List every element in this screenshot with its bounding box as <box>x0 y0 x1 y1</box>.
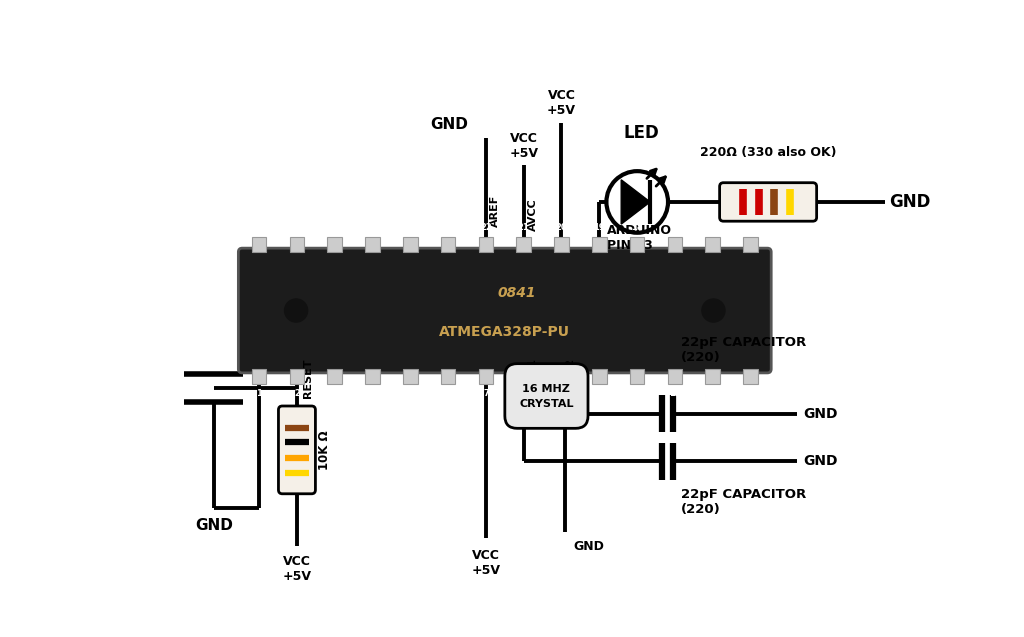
FancyBboxPatch shape <box>290 369 304 385</box>
Text: 22pF CAPACITOR
(220): 22pF CAPACITOR (220) <box>681 487 806 515</box>
FancyBboxPatch shape <box>279 406 315 494</box>
Text: 4: 4 <box>370 389 376 398</box>
FancyBboxPatch shape <box>252 369 266 385</box>
Text: 26: 26 <box>329 223 341 232</box>
FancyBboxPatch shape <box>239 248 771 373</box>
FancyBboxPatch shape <box>668 236 682 252</box>
FancyBboxPatch shape <box>668 369 682 385</box>
FancyBboxPatch shape <box>630 236 644 252</box>
Text: 22pF CAPACITOR
(220): 22pF CAPACITOR (220) <box>681 336 806 364</box>
Text: AREF: AREF <box>489 195 500 227</box>
Text: 24: 24 <box>404 223 416 232</box>
Text: 15: 15 <box>744 223 757 232</box>
Text: 16 MHZ: 16 MHZ <box>522 384 570 394</box>
FancyBboxPatch shape <box>630 369 644 385</box>
Text: GND: GND <box>803 454 838 468</box>
Text: RESET: RESET <box>303 359 313 398</box>
Text: VCC
+5V: VCC +5V <box>547 89 575 117</box>
Text: VCC
+5V: VCC +5V <box>471 549 501 577</box>
Text: 13: 13 <box>707 389 719 398</box>
FancyBboxPatch shape <box>743 236 758 252</box>
Text: 9: 9 <box>558 389 564 398</box>
Circle shape <box>701 299 725 322</box>
Text: 14: 14 <box>744 389 757 398</box>
FancyBboxPatch shape <box>252 236 266 252</box>
FancyBboxPatch shape <box>516 236 531 252</box>
FancyBboxPatch shape <box>440 236 456 252</box>
Text: GND: GND <box>889 193 931 211</box>
Text: 19: 19 <box>594 223 605 232</box>
Text: 10K Ω: 10K Ω <box>317 430 331 469</box>
Text: 20: 20 <box>556 223 567 232</box>
FancyBboxPatch shape <box>706 236 720 252</box>
Text: ARDUINO
PIN 13: ARDUINO PIN 13 <box>607 224 672 252</box>
Text: GND: GND <box>430 117 468 132</box>
FancyBboxPatch shape <box>505 364 588 428</box>
Text: 22: 22 <box>480 223 492 232</box>
Text: ATMEGA328P-PU: ATMEGA328P-PU <box>439 325 570 339</box>
FancyBboxPatch shape <box>366 369 380 385</box>
FancyBboxPatch shape <box>328 236 342 252</box>
Text: 6: 6 <box>445 389 451 398</box>
FancyBboxPatch shape <box>478 236 494 252</box>
Text: XTAL 2: XTAL 2 <box>566 359 577 399</box>
Circle shape <box>285 299 307 322</box>
Text: 23: 23 <box>442 223 454 232</box>
Text: 17: 17 <box>669 223 681 232</box>
Text: VCC
+5V: VCC +5V <box>283 555 311 583</box>
FancyBboxPatch shape <box>554 236 568 252</box>
Text: 21: 21 <box>518 223 529 232</box>
Text: CRYSTAL: CRYSTAL <box>519 399 573 409</box>
Text: 18: 18 <box>631 223 643 232</box>
Text: 11: 11 <box>631 389 643 398</box>
FancyBboxPatch shape <box>516 369 531 385</box>
Text: 7: 7 <box>483 389 488 398</box>
FancyBboxPatch shape <box>743 369 758 385</box>
Text: 3: 3 <box>332 389 338 398</box>
Text: 0841: 0841 <box>497 286 536 300</box>
Text: 8: 8 <box>521 389 526 398</box>
Text: GND: GND <box>803 406 838 420</box>
Text: 1: 1 <box>256 389 262 398</box>
FancyBboxPatch shape <box>403 369 418 385</box>
Text: 25: 25 <box>367 223 379 232</box>
Text: 5: 5 <box>408 389 414 398</box>
Text: GND: GND <box>195 519 232 533</box>
FancyBboxPatch shape <box>440 369 456 385</box>
Text: LED: LED <box>624 124 659 142</box>
FancyBboxPatch shape <box>403 236 418 252</box>
FancyBboxPatch shape <box>720 183 816 221</box>
FancyBboxPatch shape <box>290 236 304 252</box>
FancyBboxPatch shape <box>366 236 380 252</box>
FancyBboxPatch shape <box>478 369 494 385</box>
Text: AVCC: AVCC <box>527 199 538 231</box>
Text: 28: 28 <box>253 223 265 232</box>
FancyBboxPatch shape <box>554 369 568 385</box>
Text: 12: 12 <box>669 389 681 398</box>
Text: GND: GND <box>573 540 604 553</box>
FancyBboxPatch shape <box>328 369 342 385</box>
FancyBboxPatch shape <box>706 369 720 385</box>
Text: 220Ω (330 also OK): 220Ω (330 also OK) <box>699 146 837 159</box>
Text: 16: 16 <box>707 223 719 232</box>
Text: 10: 10 <box>594 389 605 398</box>
Text: XTAL 1: XTAL 1 <box>528 359 539 399</box>
Text: 27: 27 <box>291 223 303 232</box>
FancyBboxPatch shape <box>592 369 606 385</box>
Text: VCC
+5V: VCC +5V <box>509 132 539 160</box>
FancyBboxPatch shape <box>592 236 606 252</box>
Polygon shape <box>622 180 650 224</box>
Text: 2: 2 <box>294 389 300 398</box>
